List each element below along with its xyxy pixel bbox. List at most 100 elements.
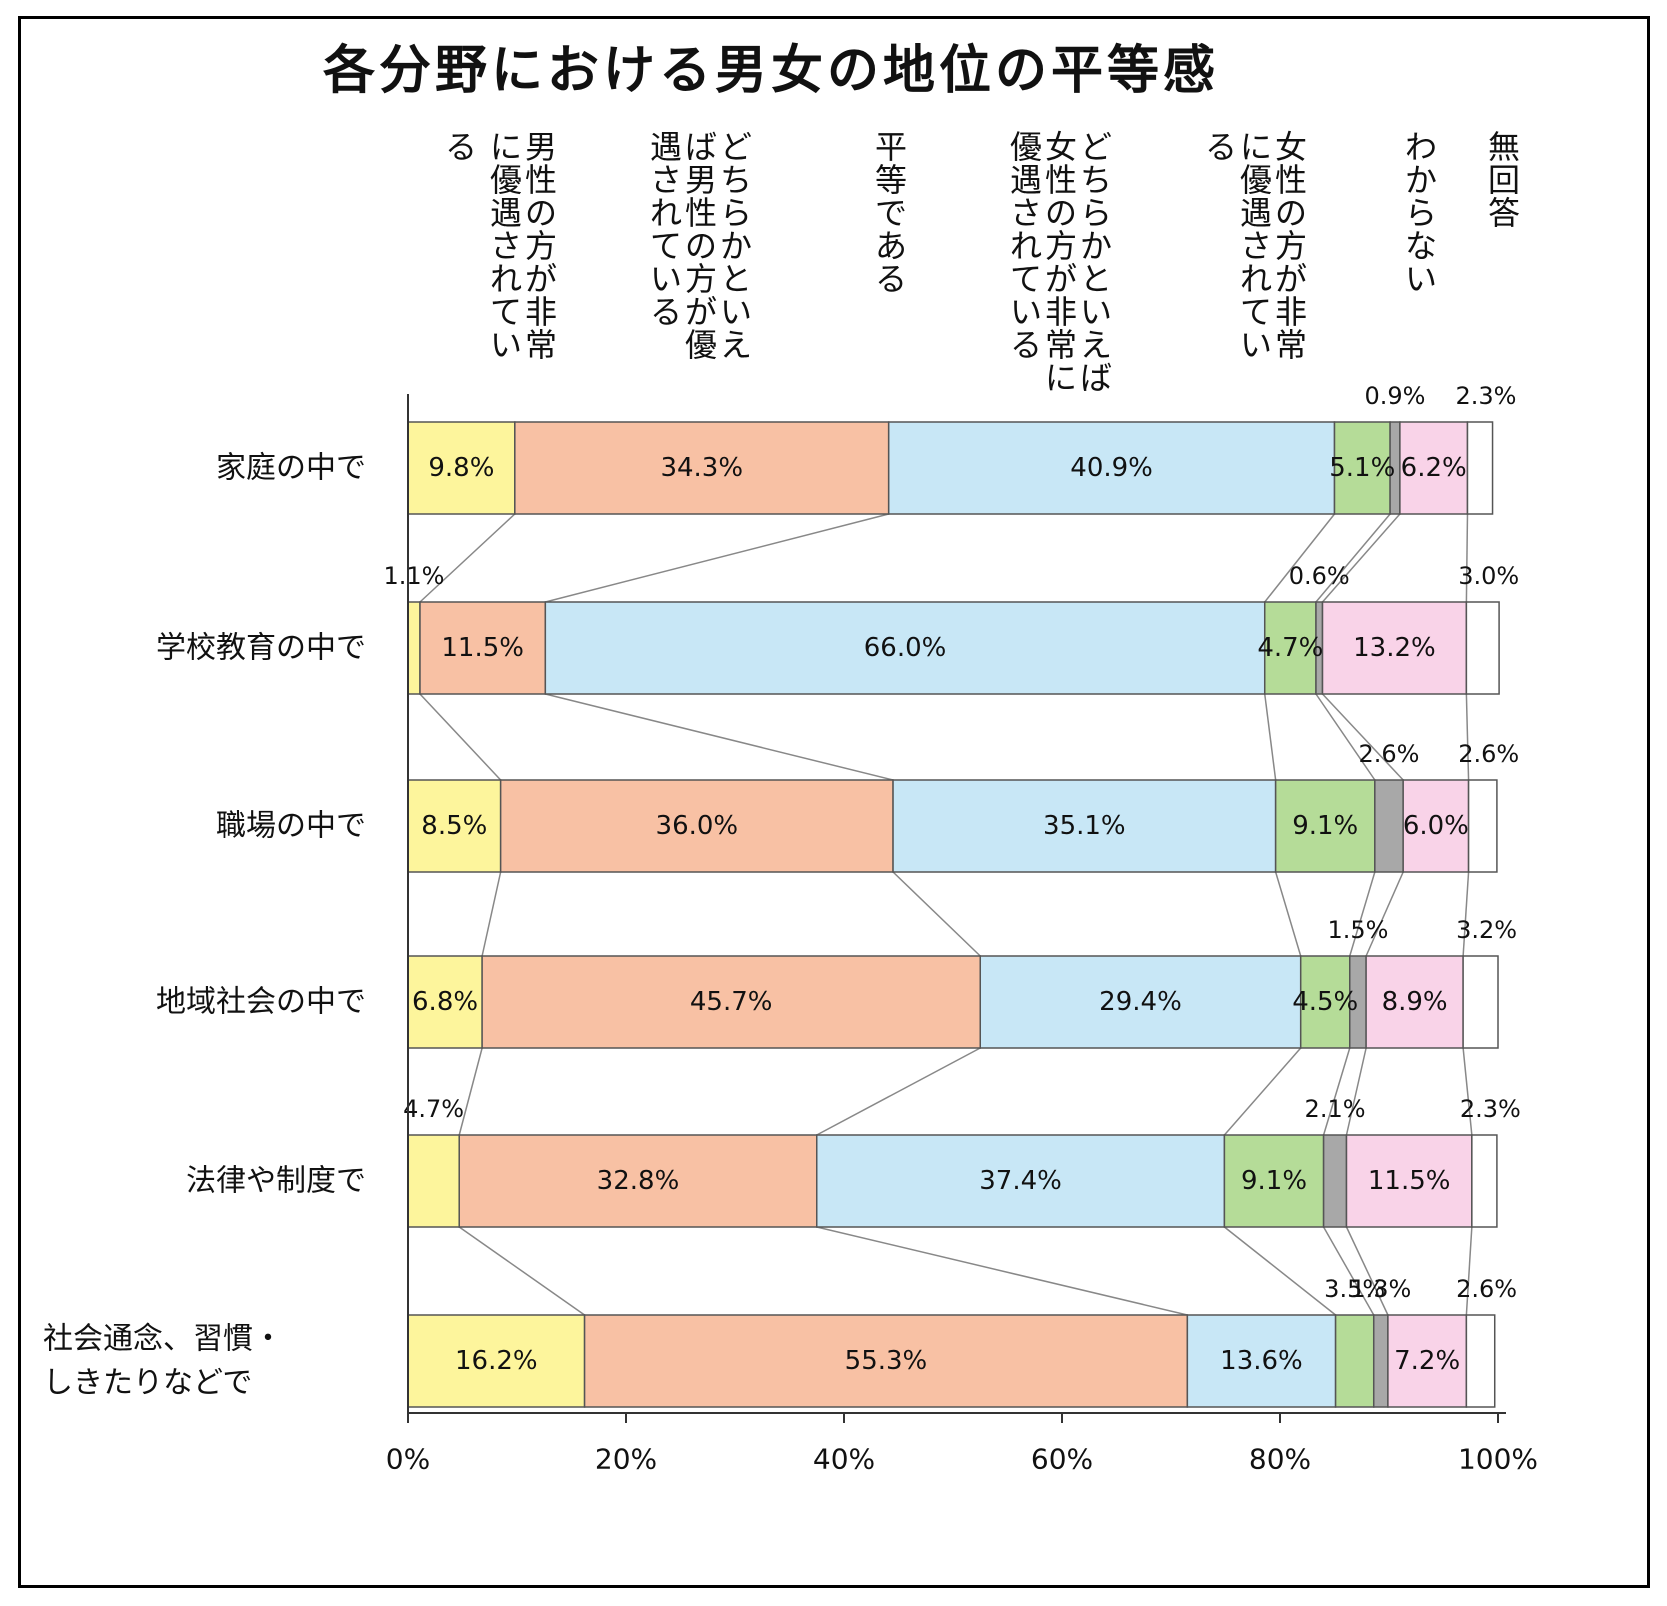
legend-header-char: ら — [1405, 194, 1437, 232]
legend-header-char: 方 — [525, 227, 557, 265]
data-label: 29.4% — [1099, 987, 1182, 1017]
legend-header-char: れ — [650, 194, 682, 232]
x-tick-label: 80% — [1249, 1443, 1311, 1476]
data-label: 4.7% — [1257, 633, 1323, 663]
legend-header-char: ど — [1080, 128, 1112, 166]
legend-header-char: れ — [1240, 260, 1272, 298]
connector-line — [419, 693, 502, 781]
bar-segment — [407, 601, 421, 695]
connector-line — [1465, 1226, 1473, 1316]
bar-segment — [458, 1134, 818, 1228]
data-label: 35.1% — [1043, 811, 1126, 841]
legend-header-char: 優 — [685, 326, 717, 364]
bar-segment — [1465, 1314, 1496, 1408]
connector-line — [1263, 693, 1277, 781]
bar-segment — [1462, 955, 1499, 1049]
legend-header-char: え — [720, 326, 752, 364]
connector-line — [458, 1047, 483, 1136]
legend-header-char: か — [1405, 161, 1437, 199]
legend-header-char: さ — [650, 161, 682, 199]
chart-title: 各分野における男女の地位の平等感 — [323, 41, 1219, 101]
legend-header-char: の — [1275, 194, 1307, 232]
legend-header-char: て — [1010, 260, 1042, 298]
connector-line — [1223, 1047, 1302, 1136]
legend-header-char: ば — [685, 128, 717, 166]
bar-segment — [979, 955, 1302, 1049]
legend-header-char: ら — [720, 194, 752, 232]
data-label: 5.1% — [1329, 453, 1395, 483]
connector-line — [1274, 871, 1302, 957]
connector-line — [1462, 1047, 1473, 1136]
legend-header-char: る — [650, 293, 682, 331]
category-label: 家庭の中で — [216, 451, 366, 486]
legend-header-char: る — [1205, 128, 1237, 166]
legend-header-char: 等 — [875, 161, 907, 199]
legend-header-char: る — [875, 260, 907, 298]
connector-line — [1322, 1226, 1375, 1316]
legend-header-char: が — [525, 260, 557, 298]
legend-header-char: ち — [720, 161, 752, 199]
legend-header-char: さ — [1010, 194, 1042, 232]
data-label: 3.5% — [1324, 1275, 1385, 1303]
data-label: 6.0% — [1403, 811, 1469, 841]
legend-header-char: と — [720, 260, 752, 298]
legend-header-char: な — [1405, 227, 1437, 265]
data-label: 1.5% — [1327, 916, 1388, 944]
connector-line — [419, 513, 516, 603]
bar-segment — [1322, 1134, 1348, 1228]
connector-line — [1264, 513, 1336, 603]
chart-frame: 各分野における男女の地位の平等感 9.8% 34.3% 40.9% 5.1% 0.9% 6.… — [18, 16, 1650, 1588]
legend-header-char: か — [1080, 227, 1112, 265]
legend-header-char: 遇 — [1010, 161, 1042, 199]
bar-segment — [816, 1134, 1226, 1228]
connector-line — [458, 1226, 586, 1316]
legend-header-char: に — [490, 128, 522, 166]
connector-line — [1365, 871, 1404, 957]
bar-segment — [1223, 1134, 1325, 1228]
bar-segment — [407, 1134, 460, 1228]
bar-segment — [1399, 421, 1469, 515]
legend-header-char: 方 — [1275, 227, 1307, 265]
legend-header-char: に — [1045, 359, 1077, 397]
connector-line — [1223, 1226, 1337, 1316]
data-label: 2.1% — [1305, 1095, 1366, 1123]
data-label: 2.3% — [1456, 382, 1517, 410]
legend-header-char: ら — [1080, 194, 1112, 232]
bar-segment — [481, 955, 981, 1049]
data-label: 1.1% — [384, 562, 445, 590]
connector-line — [1321, 513, 1401, 603]
legend-header-char: 遇 — [650, 128, 682, 166]
x-tick-label: 0% — [386, 1443, 430, 1476]
connector-line — [816, 1047, 981, 1136]
data-label: 37.4% — [979, 1166, 1062, 1196]
category-label: 地域社会の中で — [156, 985, 366, 1020]
legend-header-char: さ — [490, 227, 522, 265]
connector-line — [545, 513, 889, 603]
legend-header-char: 女 — [1045, 128, 1077, 166]
connector-line — [1465, 693, 1470, 781]
data-label: 2.6% — [1456, 1275, 1517, 1303]
bar-segment — [1374, 779, 1404, 873]
legend-header-char: え — [1080, 326, 1112, 364]
data-label: 9.8% — [428, 453, 494, 483]
connector-line — [1349, 871, 1376, 957]
bar-segment — [1333, 421, 1391, 515]
category-label: 職場の中で — [216, 809, 366, 844]
legend-header-char: ち — [1080, 161, 1112, 199]
data-label: 1.3% — [1350, 1275, 1411, 1303]
data-label: 11.5% — [1368, 1166, 1451, 1196]
bar-segment — [407, 779, 502, 873]
data-label: 7.2% — [1394, 1346, 1460, 1376]
x-tick-label: 20% — [595, 1443, 657, 1476]
connector-line — [1315, 513, 1391, 603]
bar-segment — [1465, 601, 1500, 695]
data-label: 6.2% — [1401, 453, 1467, 483]
category-label: しきたりなどで — [43, 1366, 252, 1401]
connector-line — [892, 871, 981, 957]
bar-segment — [1299, 955, 1351, 1049]
legend-header-char: い — [1010, 293, 1042, 331]
x-tick-label: 60% — [1031, 1443, 1093, 1476]
bar-segment — [1372, 1314, 1389, 1408]
connector-line — [1321, 693, 1404, 781]
bar-segment — [583, 1314, 1189, 1408]
